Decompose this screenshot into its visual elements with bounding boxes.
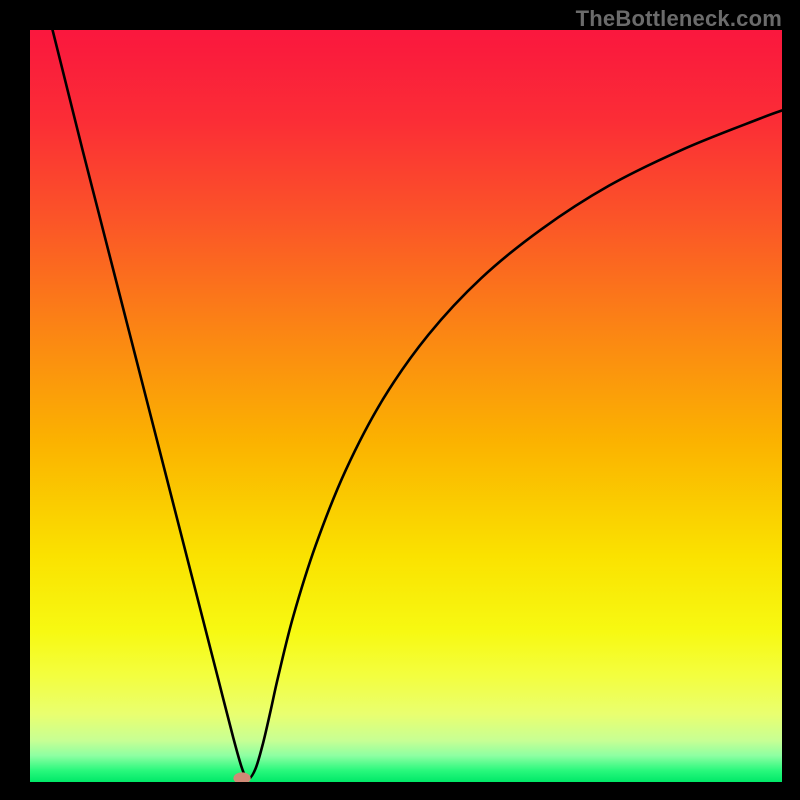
watermark-label: TheBottleneck.com xyxy=(576,6,782,32)
chart-frame: TheBottleneck.com xyxy=(0,0,800,800)
chart-background xyxy=(30,30,782,782)
plot-area xyxy=(30,30,782,782)
chart-svg xyxy=(30,30,782,782)
